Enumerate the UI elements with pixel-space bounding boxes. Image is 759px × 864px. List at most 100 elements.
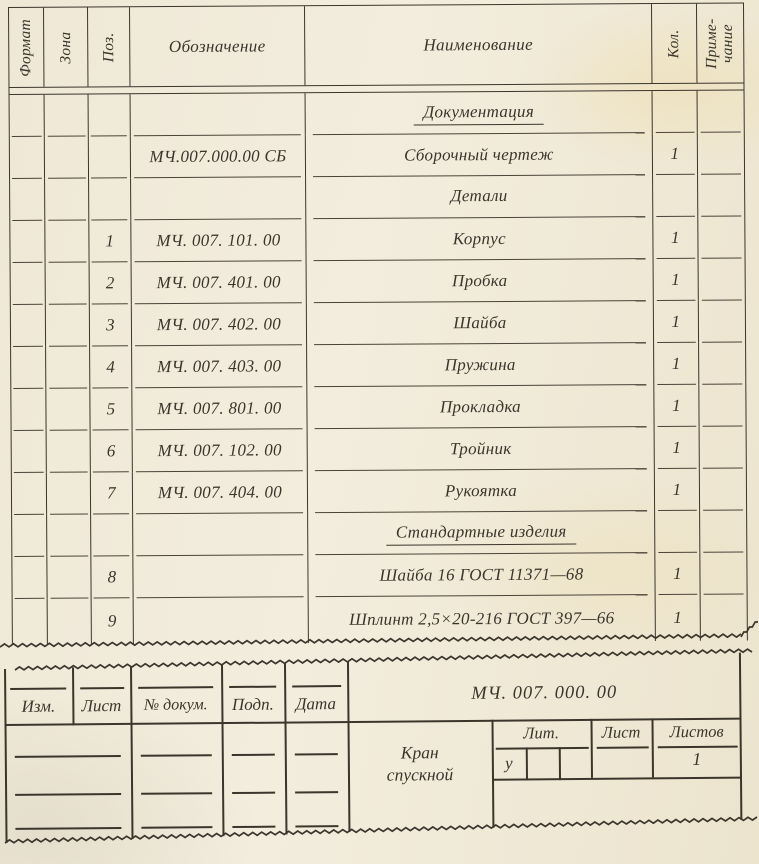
spec-row: 4 МЧ. 007. 403. 00 Пружина 1 (11, 342, 746, 389)
cell-name: Пружина (307, 343, 655, 388)
cell-designation (133, 513, 309, 557)
cell-position: 5 (90, 388, 133, 431)
cell-position: 4 (90, 346, 133, 389)
cell-zone (44, 94, 89, 137)
cell-note (699, 426, 746, 469)
revision-list-label: Лист (81, 695, 122, 716)
line (141, 826, 213, 829)
line (141, 792, 213, 795)
cell-format (10, 178, 46, 221)
cell-note (699, 342, 746, 385)
spec-row: 9 Шплинт 2,5×20-216 ГОСТ 397—66 1 (12, 594, 747, 645)
cell-zone (45, 220, 90, 263)
cell-designation (133, 555, 309, 599)
cell-position (91, 514, 134, 557)
cell-quantity: 1 (652, 132, 699, 176)
cell-name: Сборочный чертеж (305, 133, 654, 178)
revision-doc-label: № докум. (143, 696, 208, 714)
lit-label: Лит. (523, 723, 560, 743)
product-name: Кран спускной (386, 742, 454, 785)
cell-format (11, 430, 47, 473)
spec-row: Документация (9, 90, 744, 137)
line (15, 826, 122, 830)
cell-quantity: 1 (654, 342, 700, 386)
spec-table: Формат Зона Поз. Обозначение Наименовани… (8, 2, 748, 645)
cell-position: 9 (91, 598, 134, 645)
line (294, 753, 338, 756)
line (232, 791, 276, 794)
cell-format (10, 220, 46, 263)
cell-note (701, 594, 747, 640)
cell-quantity: 1 (654, 468, 701, 512)
spec-row: 6 МЧ. 007. 102. 00 Тройник 1 (11, 426, 746, 473)
cell-name: Пробка (306, 259, 654, 304)
spec-row: 1 МЧ. 007. 101. 00 Корпус 1 (10, 216, 745, 263)
cell-position (88, 94, 131, 137)
cell-note (700, 552, 747, 595)
cell-name: Прокладка (307, 385, 655, 430)
revision-izm-label: Изм. (21, 696, 56, 716)
list-label: Лист (601, 722, 641, 742)
cell-zone (45, 304, 91, 347)
cell-quantity (655, 510, 701, 554)
cell-note (698, 174, 745, 217)
line (558, 747, 561, 781)
spec-row: 8 Шайба 16 ГОСТ 11371—68 1 (12, 552, 747, 599)
cell-position (89, 178, 132, 221)
cell-zone (46, 430, 91, 473)
doc-number: МЧ. 007. 000. 00 (471, 682, 618, 704)
cell-format (12, 556, 48, 599)
header-quantity: Кол. (651, 3, 698, 84)
spec-row: 3 МЧ. 007. 402. 00 Шайба 1 (10, 300, 746, 347)
cell-zone (44, 136, 90, 179)
header-designation: Обозначение (130, 6, 306, 87)
cell-zone (47, 598, 92, 645)
cell-format (10, 304, 47, 347)
cell-designation: МЧ. 007. 402. 00 (131, 303, 308, 347)
cell-note (698, 258, 745, 301)
line (232, 825, 276, 828)
cell-designation: МЧ. 007. 401. 00 (131, 261, 307, 305)
cell-note (699, 384, 746, 427)
cell-position: 1 (89, 220, 132, 263)
cell-designation: МЧ. 007. 101. 00 (131, 219, 307, 263)
cell-quantity: 1 (653, 258, 699, 302)
cell-zone (47, 556, 92, 599)
cell-note (699, 468, 747, 511)
cell-note (697, 90, 744, 133)
cell-quantity: 1 (653, 300, 700, 344)
spec-row: Детали (10, 174, 745, 221)
spec-row: 5 МЧ. 007. 801. 00 Прокладка 1 (11, 384, 746, 431)
line (14, 754, 121, 758)
cell-format (10, 262, 46, 305)
line (295, 791, 339, 794)
line (231, 753, 275, 756)
cell-position: 6 (90, 430, 133, 473)
section-heading: Документация (413, 101, 545, 126)
cell-format (9, 136, 46, 179)
header-format: Формат (9, 7, 45, 87)
header-name: Наименование (305, 4, 653, 86)
header-format-label: Формат (16, 18, 35, 77)
cell-name: Корпус (306, 217, 654, 262)
spec-row: МЧ.007.000.00 СБ Сборочный чертеж 1 (9, 132, 745, 179)
cell-quantity: 1 (655, 594, 701, 642)
header-position: Поз. (88, 7, 131, 87)
header-zone: Зона (44, 7, 89, 87)
spec-row: Стандартные изделия (12, 510, 747, 557)
cell-name: Стандартные изделия (308, 511, 656, 556)
revision-podp-label: Подп. (231, 694, 274, 715)
cell-zone (46, 472, 92, 515)
cell-position: 3 (89, 304, 133, 347)
cell-name: Шплинт 2,5×20-216 ГОСТ 397—66 (308, 595, 656, 644)
header-zone-label: Зона (56, 31, 74, 64)
cell-name: Детали (306, 175, 654, 220)
section-heading: Детали (450, 185, 508, 206)
line (295, 825, 339, 828)
cell-quantity: 1 (653, 216, 699, 260)
cell-note (700, 510, 747, 553)
lit-value: у (504, 753, 513, 773)
cell-quantity (652, 90, 698, 134)
cell-designation: МЧ. 007. 404. 00 (132, 471, 309, 515)
